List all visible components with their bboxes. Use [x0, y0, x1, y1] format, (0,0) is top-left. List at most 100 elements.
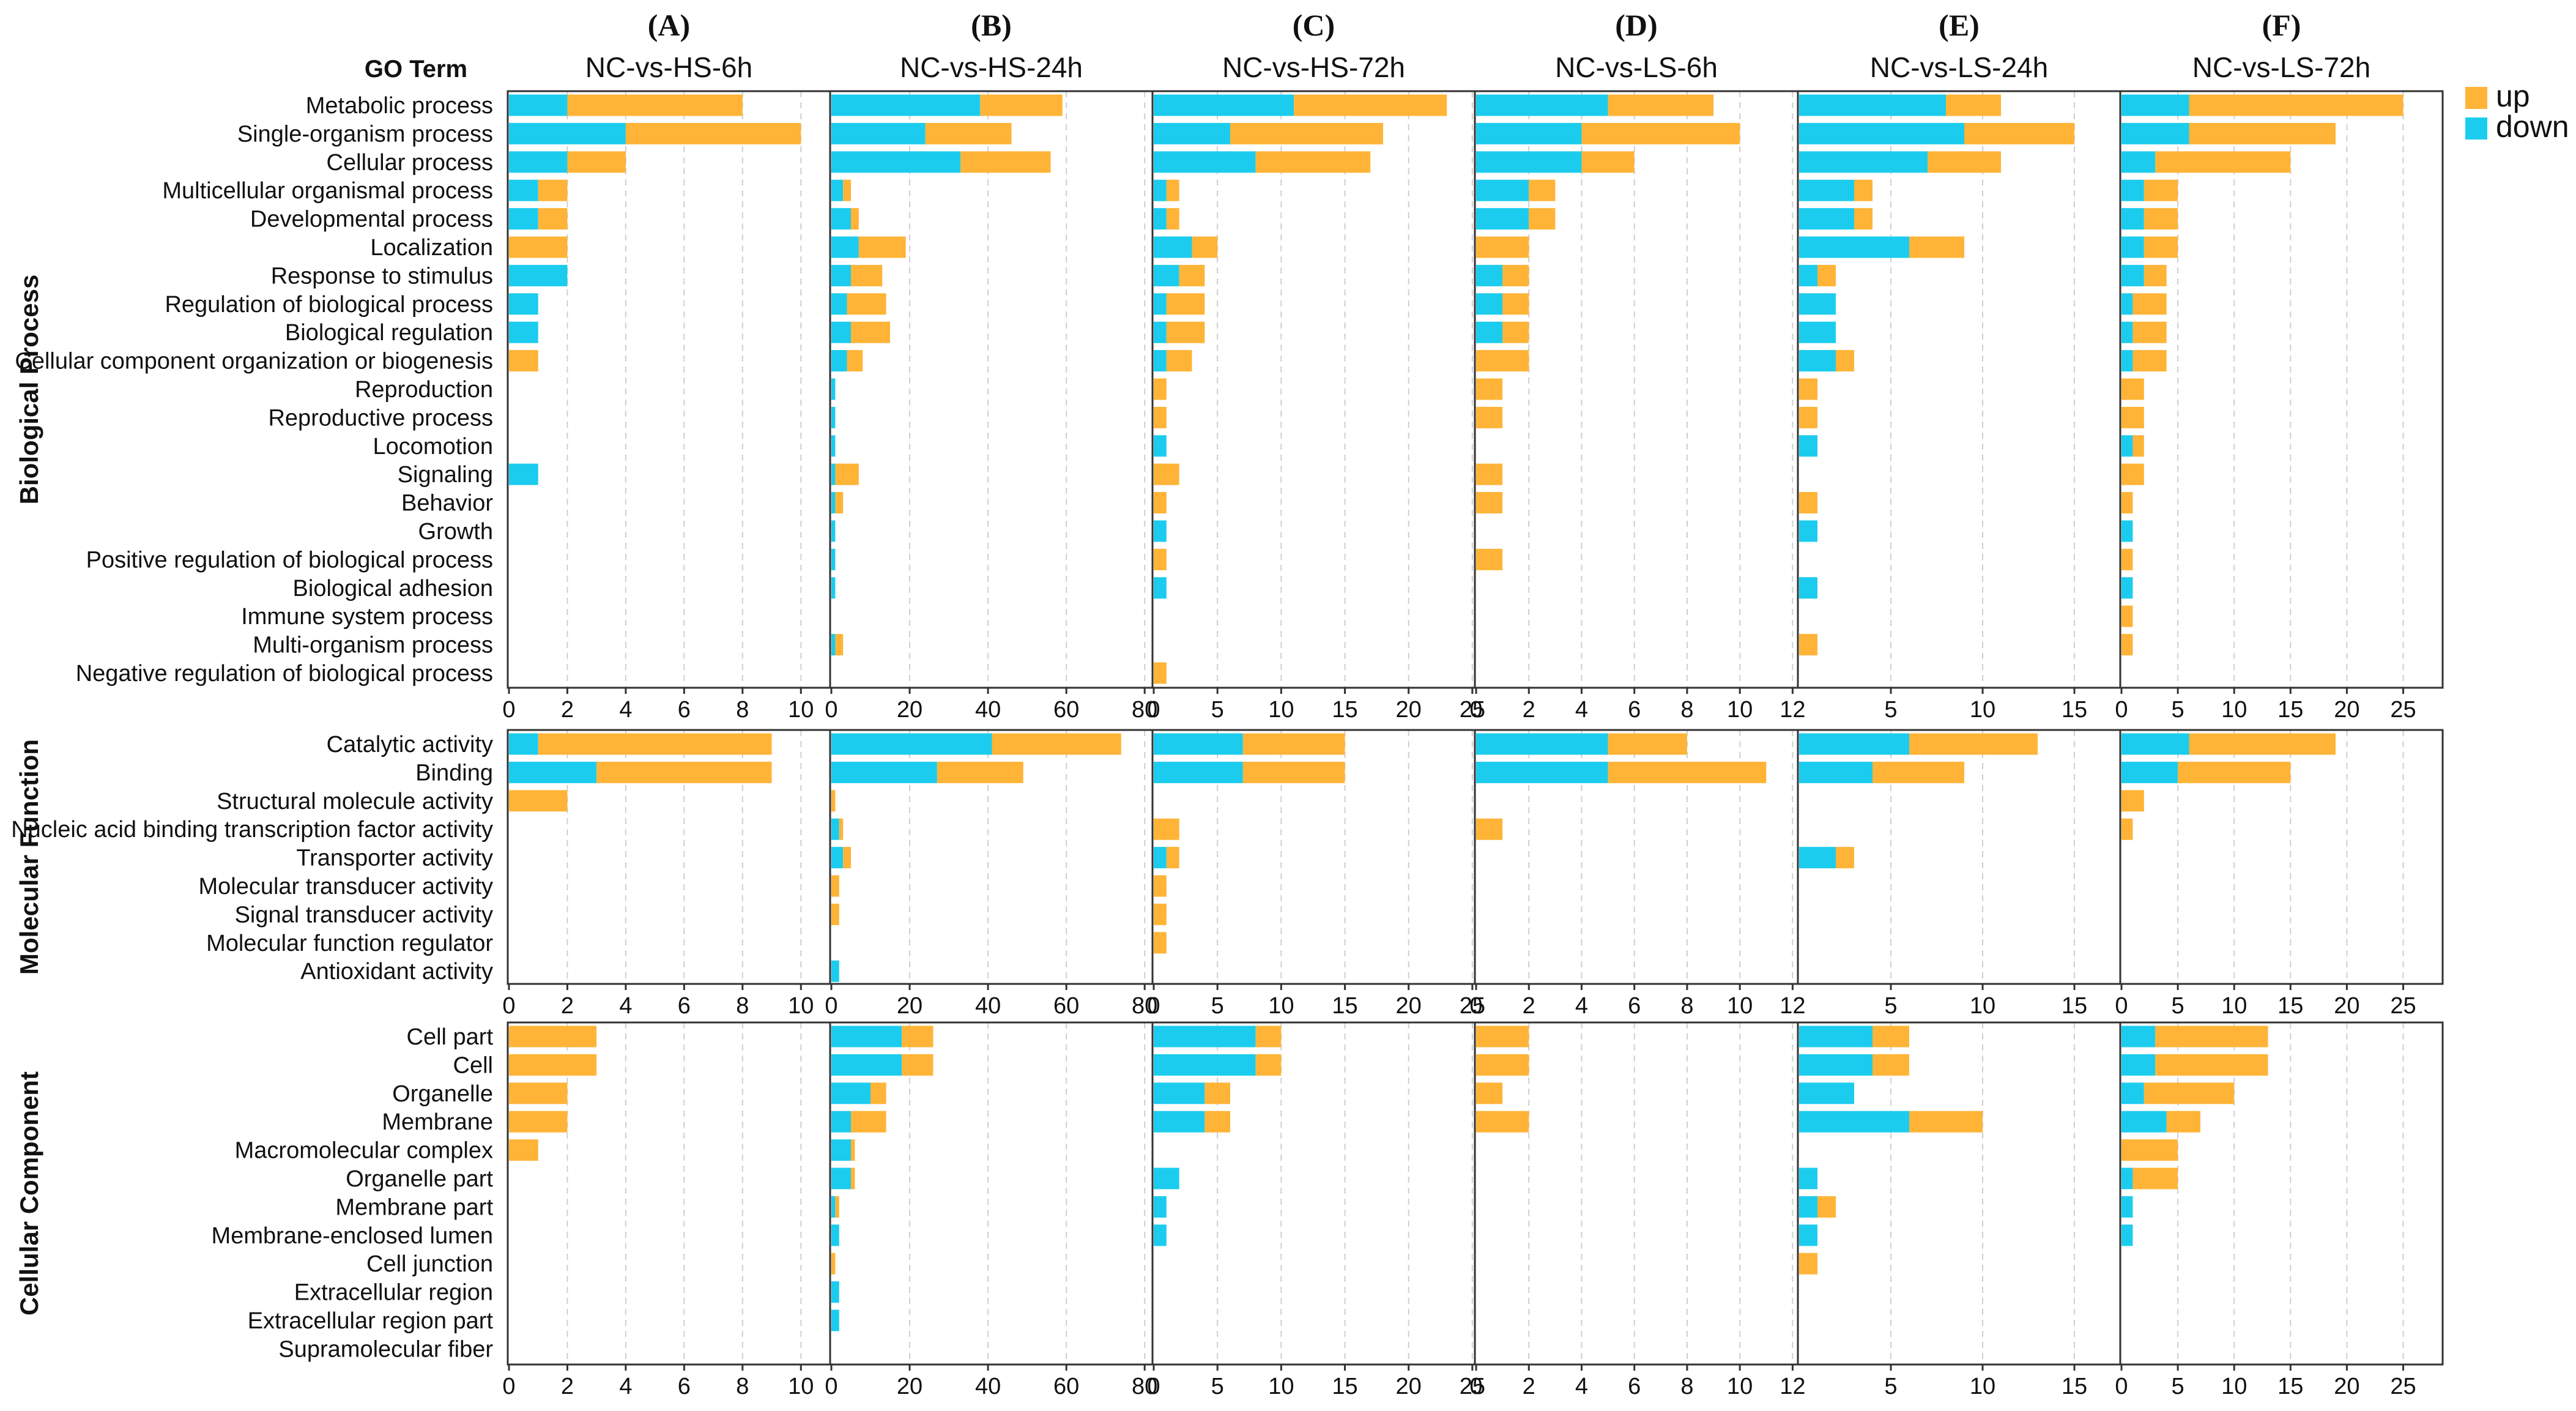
bar-down-cellular-component-organization-or-biogenesis-nc-vs-hs-24h	[831, 350, 847, 372]
bar-down-behavior-nc-vs-hs-24h	[831, 492, 836, 514]
bar-up-behavior-nc-vs-hs-72h	[1154, 492, 1167, 514]
x-tick-label: 15	[2277, 697, 2303, 723]
x-tick-label: 4	[1575, 697, 1588, 723]
bar-up-transporter-activity-nc-vs-hs-24h	[843, 847, 852, 869]
bar-down-single-organism-process-nc-vs-hs-24h	[831, 122, 926, 144]
x-tick-label: 10	[788, 993, 814, 1019]
bar-down-regulation-of-biological-process-nc-vs-ls-72h	[2121, 293, 2133, 315]
term-label-organelle-part: Organelle part	[346, 1166, 493, 1192]
x-tick-label: 25	[2390, 993, 2416, 1019]
x-tick-label: 15	[2062, 697, 2087, 723]
bar-up-signal-transducer-activity-nc-vs-hs-72h	[1154, 903, 1167, 925]
bar-down-metabolic-process-nc-vs-hs-24h	[831, 94, 981, 116]
bar-down-response-to-stimulus-nc-vs-ls-24h	[1799, 264, 1817, 286]
x-tick-label: 0	[502, 697, 515, 723]
panel-letter-3: (C)	[1293, 8, 1335, 42]
bar-up-reproductive-process-nc-vs-ls-24h	[1799, 406, 1817, 428]
bar-up-localization-nc-vs-hs-24h	[858, 236, 906, 258]
legend-swatch-up	[2465, 87, 2487, 109]
x-tick-label: 5	[1211, 697, 1224, 723]
bar-up-behavior-nc-vs-ls-72h	[2121, 492, 2133, 514]
bar-down-antioxidant-activity-nc-vs-hs-24h	[831, 960, 839, 982]
bar-down-reproduction-nc-vs-hs-24h	[831, 378, 836, 400]
x-tick-label: 0	[2115, 697, 2128, 723]
x-tick-label: 10	[1727, 1374, 1753, 1399]
bar-up-regulation-of-biological-process-nc-vs-ls-72h	[2132, 293, 2167, 315]
bar-up-multicellular-organismal-process-nc-vs-ls-24h	[1854, 179, 1873, 201]
bar-down-developmental-process-nc-vs-hs-6h	[509, 208, 538, 230]
term-label-multi-organism-process: Multi-organism process	[253, 633, 493, 658]
bar-up-localization-nc-vs-ls-72h	[2144, 236, 2178, 258]
bar-up-cellular-component-organization-or-biogenesis-nc-vs-ls-6h	[1476, 350, 1529, 372]
x-tick-label: 6	[1628, 993, 1641, 1019]
bar-down-organelle-nc-vs-ls-24h	[1799, 1082, 1854, 1104]
bar-up-transporter-activity-nc-vs-hs-72h	[1166, 847, 1179, 869]
bar-up-nucleic-acid-binding-transcription-factor-activity-nc-vs-ls-6h	[1476, 818, 1503, 840]
bar-down-biological-adhesion-nc-vs-ls-72h	[2121, 577, 2133, 599]
panel-letter-5: (E)	[1939, 8, 1980, 42]
bar-up-reproductive-process-nc-vs-ls-72h	[2121, 406, 2144, 428]
bar-down-membrane-part-nc-vs-hs-72h	[1154, 1196, 1167, 1218]
x-tick-label: 20	[2334, 1374, 2359, 1399]
bar-up-single-organism-process-nc-vs-ls-24h	[1964, 122, 2074, 144]
legend-swatch-down	[2465, 117, 2487, 140]
bar-up-multi-organism-process-nc-vs-hs-24h	[835, 634, 844, 656]
x-tick-label: 80	[1132, 1374, 1157, 1399]
bar-up-multicellular-organismal-process-nc-vs-ls-72h	[2144, 179, 2178, 201]
bar-up-binding-nc-vs-ls-72h	[2178, 761, 2291, 783]
x-tick-label: 8	[1680, 993, 1693, 1019]
bar-up-reproduction-nc-vs-ls-72h	[2121, 378, 2144, 400]
bar-up-metabolic-process-nc-vs-ls-72h	[2189, 94, 2403, 116]
term-label-behavior: Behavior	[401, 491, 493, 516]
bar-down-biological-adhesion-nc-vs-hs-72h	[1154, 577, 1167, 599]
bar-up-catalytic-activity-nc-vs-hs-6h	[538, 733, 772, 755]
bar-down-binding-nc-vs-ls-24h	[1799, 761, 1873, 783]
panel-frame	[829, 90, 1154, 689]
term-label-signal-transducer-activity: Signal transducer activity	[235, 902, 493, 928]
term-label-structural-molecule-activity: Structural molecule activity	[217, 789, 493, 814]
term-label-cellular-process: Cellular process	[327, 150, 493, 176]
bar-up-immune-system-process-nc-vs-ls-72h	[2121, 605, 2133, 627]
bar-up-response-to-stimulus-nc-vs-ls-72h	[2144, 264, 2167, 286]
text-layer: (A) NC-vs-HS-6h (B) NC-vs-HS-24h (C) NC-vs-HS…	[11, 8, 2569, 1399]
bar-down-multicellular-organismal-process-nc-vs-ls-6h	[1476, 179, 1529, 201]
bar-down-organelle-nc-vs-hs-24h	[831, 1082, 871, 1104]
x-tick-label: 0	[1147, 697, 1160, 723]
panel-letter-2: (B)	[971, 8, 1012, 42]
x-tick-label: 25	[2390, 697, 2416, 723]
term-label-antioxidant-activity: Antioxidant activity	[300, 959, 493, 985]
bar-up-reproductive-process-nc-vs-hs-72h	[1154, 406, 1167, 428]
bar-down-cellular-process-nc-vs-ls-6h	[1476, 151, 1582, 173]
term-label-negative-regulation-of-biological-process: Negative regulation of biological proces…	[76, 661, 493, 687]
x-tick-label: 4	[619, 1374, 632, 1399]
bar-down-binding-nc-vs-hs-72h	[1154, 761, 1243, 783]
x-tick-label: 4	[619, 993, 632, 1019]
x-tick-label: 60	[1053, 993, 1079, 1019]
bar-down-biological-adhesion-nc-vs-ls-24h	[1799, 577, 1817, 599]
x-tick-label: 2	[561, 1374, 574, 1399]
bar-up-macromolecular-complex-nc-vs-hs-6h	[509, 1139, 538, 1161]
bar-up-cellular-process-nc-vs-ls-6h	[1581, 151, 1635, 173]
term-label-molecular-transducer-activity: Molecular transducer activity	[198, 874, 493, 899]
bar-down-response-to-stimulus-nc-vs-hs-72h	[1154, 264, 1179, 286]
bar-up-membrane-nc-vs-hs-6h	[509, 1111, 568, 1133]
bar-up-cell-junction-nc-vs-ls-24h	[1799, 1253, 1817, 1275]
x-tick-label: 20	[1396, 1374, 1422, 1399]
bar-down-localization-nc-vs-ls-24h	[1799, 236, 1909, 258]
bar-up-locomotion-nc-vs-ls-72h	[2132, 435, 2144, 457]
x-tick-label: 80	[1132, 993, 1157, 1019]
x-tick-label: 5	[1884, 1374, 1897, 1399]
section-label-cellular-component: Cellular Component	[15, 1071, 43, 1316]
bar-up-biological-regulation-nc-vs-hs-24h	[851, 321, 891, 343]
x-tick-label: 25	[1460, 993, 1485, 1019]
bar-down-locomotion-nc-vs-hs-72h	[1154, 435, 1167, 457]
x-tick-label: 15	[2062, 1374, 2087, 1399]
bar-down-cell-part-nc-vs-hs-24h	[831, 1026, 902, 1048]
bar-up-cell-nc-vs-hs-6h	[509, 1054, 597, 1076]
bar-down-binding-nc-vs-hs-24h	[831, 761, 937, 783]
bar-down-developmental-process-nc-vs-ls-72h	[2121, 208, 2144, 230]
x-tick-label: 2	[1523, 993, 1535, 1019]
bar-down-transporter-activity-nc-vs-hs-72h	[1154, 847, 1167, 869]
x-tick-label: 12	[1780, 697, 1805, 723]
bar-down-catalytic-activity-nc-vs-hs-24h	[831, 733, 992, 755]
